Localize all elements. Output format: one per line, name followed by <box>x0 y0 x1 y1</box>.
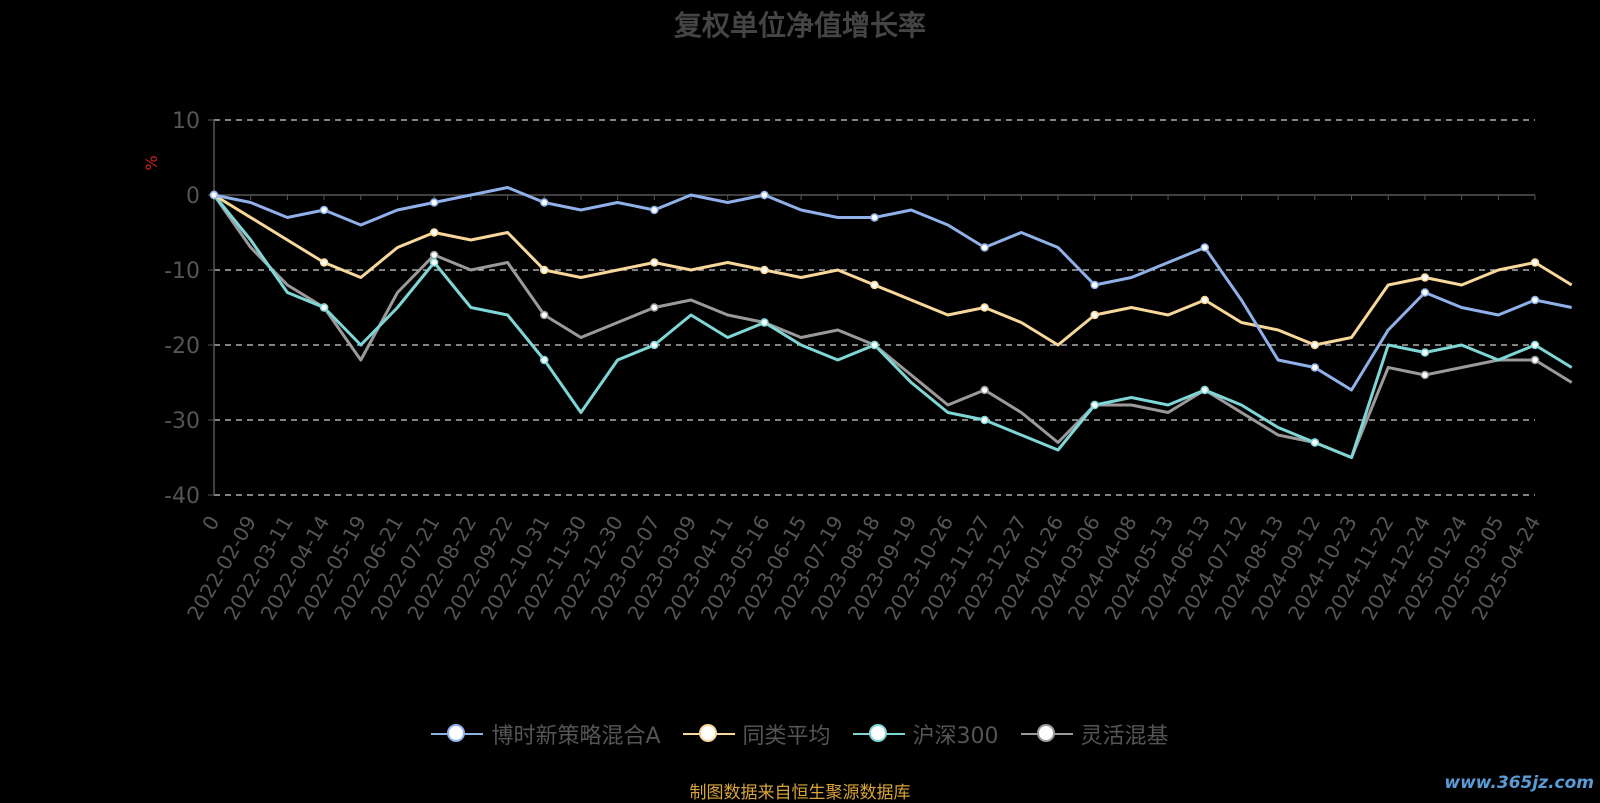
data-point <box>870 280 879 290</box>
y-tick-label: -10 <box>164 259 200 284</box>
data-point <box>319 205 329 215</box>
data-point <box>650 340 659 350</box>
series-lines <box>209 186 1573 459</box>
data-point <box>429 228 439 237</box>
data-point <box>1200 295 1209 305</box>
y-tick-label: 0 <box>186 184 200 209</box>
watermark: www.365jz.com <box>1444 773 1594 793</box>
data-point <box>1420 348 1430 357</box>
data-point <box>760 318 769 327</box>
data-point <box>1530 340 1540 350</box>
data-point <box>1530 295 1540 305</box>
legend-label: 博时新策略混合A <box>491 724 661 749</box>
data-point <box>209 190 219 200</box>
legend-label: 灵活混基 <box>1080 724 1169 749</box>
grid-lines <box>208 119 1535 496</box>
data-point <box>1090 280 1099 290</box>
legend-item-0[interactable]: 博时新策略混合A <box>431 718 661 750</box>
series-line-3 <box>212 194 1573 459</box>
data-point <box>1420 288 1430 297</box>
data-point <box>980 243 989 252</box>
legend: 博时新策略混合A 同类平均 沪深300 灵活混基 <box>0 718 1600 750</box>
data-point <box>1200 243 1209 252</box>
data-point <box>650 258 659 267</box>
legend-label: 同类平均 <box>742 724 831 749</box>
x-tick-label: 0 <box>197 512 224 535</box>
data-point <box>980 303 989 312</box>
y-tick-label: 10 <box>172 109 200 134</box>
data-point <box>319 303 329 312</box>
series-line-2 <box>212 194 1573 459</box>
legend-marker <box>1020 722 1073 746</box>
data-point <box>870 213 879 222</box>
legend-label: 沪深300 <box>912 724 999 749</box>
data-point <box>870 340 879 350</box>
y-tick-labels: 10 0 -10 -20 -30 -40 <box>164 109 200 509</box>
y-tick-label: -30 <box>164 409 200 434</box>
series-line-1 <box>213 193 1573 347</box>
data-point <box>1530 258 1540 267</box>
y-tick-label: -40 <box>164 484 200 509</box>
data-point <box>429 258 439 267</box>
legend-item-1[interactable]: 同类平均 <box>682 718 831 750</box>
legend-marker <box>431 722 484 746</box>
data-point <box>429 250 439 260</box>
axes <box>213 120 1536 495</box>
legend-item-3[interactable]: 灵活混基 <box>1020 718 1169 750</box>
data-point <box>1090 310 1099 320</box>
y-axis-label: % <box>142 155 161 170</box>
data-source-note: 制图数据来自恒生聚源数据库 <box>689 783 911 803</box>
data-point <box>540 198 549 207</box>
data-point <box>1310 438 1320 447</box>
data-point <box>980 385 989 395</box>
data-point <box>1420 370 1430 380</box>
data-point <box>540 310 549 320</box>
data-point <box>760 265 769 275</box>
x-tick-labels: 02022-02-092022-03-112022-04-142022-05-1… <box>182 511 1545 624</box>
data-point <box>980 415 989 425</box>
legend-marker <box>852 722 905 746</box>
data-point <box>1530 355 1540 365</box>
legend-marker <box>682 722 735 746</box>
y-tick-label: -20 <box>164 334 200 359</box>
data-point <box>650 303 659 312</box>
data-point <box>1200 385 1209 395</box>
series-line-0 <box>213 186 1573 392</box>
legend-item-2[interactable]: 沪深300 <box>852 718 999 750</box>
data-point <box>1310 363 1320 372</box>
chart-title: 复权单位净值增长率 <box>673 9 926 42</box>
data-point <box>1090 400 1099 410</box>
data-point <box>540 355 549 365</box>
data-point <box>650 205 659 215</box>
data-point <box>429 198 439 207</box>
data-point <box>1310 340 1320 350</box>
data-point <box>760 190 769 200</box>
data-point <box>319 258 329 267</box>
data-point <box>1420 273 1430 282</box>
data-point <box>540 265 549 275</box>
